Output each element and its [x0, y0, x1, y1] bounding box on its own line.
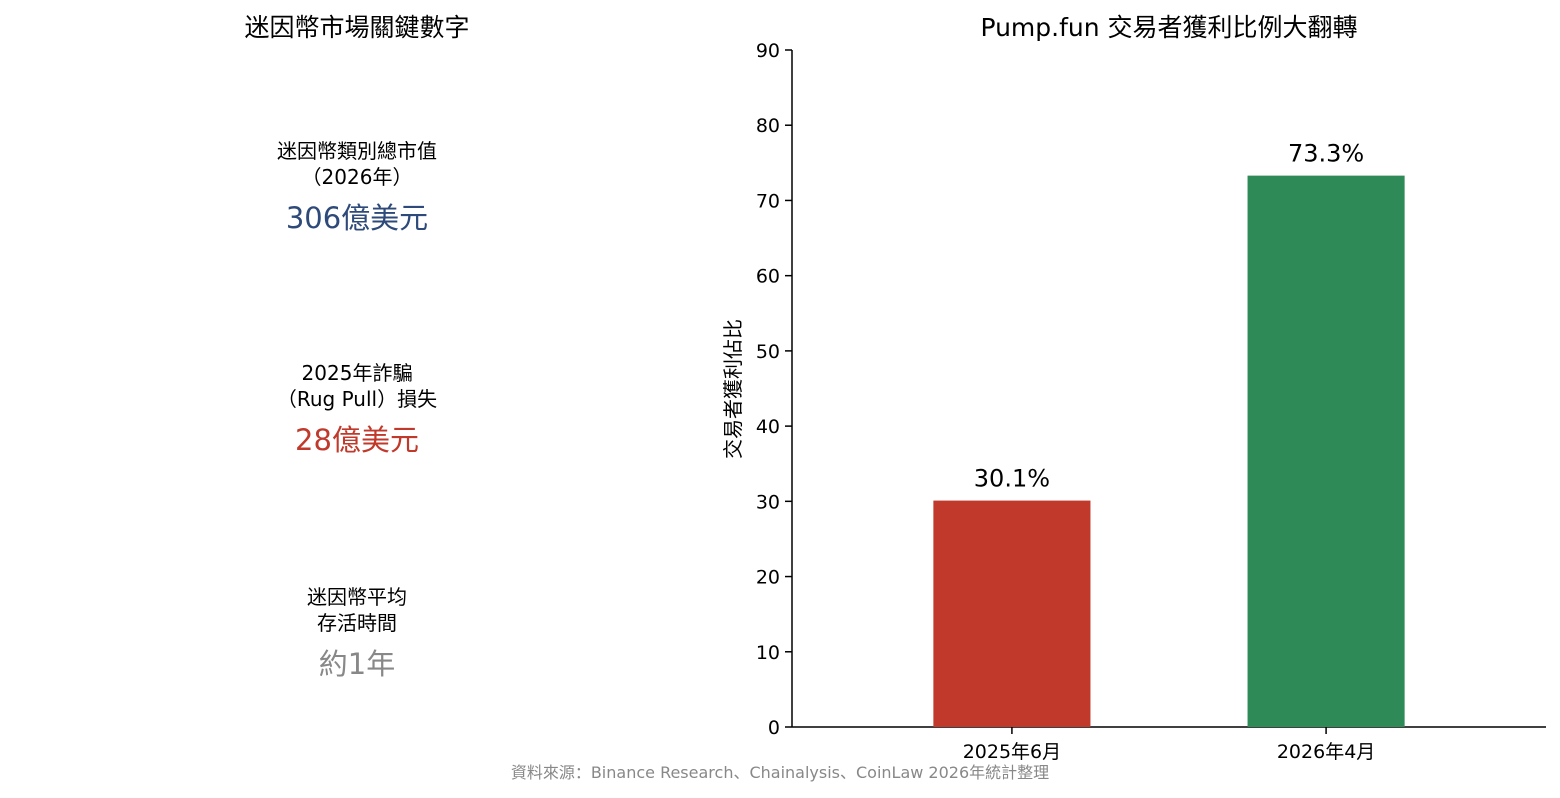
y-tick-label: 70 — [756, 190, 780, 212]
x-tick-label-2: 2026年4月 — [1277, 741, 1375, 763]
key-metrics-title: 迷因幣市場關鍵數字 — [244, 13, 470, 42]
metric-lifespan-value: 約1年 — [318, 647, 396, 681]
metric-market-cap: 迷因幣類別總市值 （2026年） 306億美元 — [0, 138, 714, 238]
metric-lifespan-label-line-1: 迷因幣平均 — [307, 585, 407, 609]
bar-1 — [933, 500, 1091, 727]
y-tick-label: 50 — [756, 341, 780, 363]
metric-average-lifespan: 迷因幣平均 存活時間 約1年 — [0, 584, 714, 684]
metric-rug-pull-value: 28億美元 — [295, 423, 419, 457]
metric-market-cap-label-line-2: （2026年） — [301, 165, 413, 189]
bars: 30.1% 73.3% — [933, 140, 1405, 728]
bar-2 — [1247, 175, 1405, 728]
key-metrics-panel: 迷因幣市場關鍵數字 迷因幣類別總市值 （2026年） 306億美元 2025年詐… — [0, 0, 714, 798]
y-tick-label: 80 — [756, 115, 780, 137]
y-axis-ticks: 0 10 20 30 40 50 60 70 80 90 — [756, 40, 792, 739]
y-axis-label: 交易者獲利佔比 — [721, 319, 745, 459]
y-tick-label: 30 — [756, 491, 780, 513]
chart-title: Pump.fun 交易者獲利比例大翻轉 — [980, 13, 1357, 42]
y-tick-label: 10 — [756, 642, 780, 664]
y-tick-label: 40 — [756, 416, 780, 438]
bar-1-value-label: 30.1% — [974, 465, 1050, 493]
bar-2-value-label: 73.3% — [1288, 140, 1364, 168]
x-tick-label-1: 2025年6月 — [963, 741, 1061, 763]
metric-rug-pull-label-line-1: 2025年詐騙 — [301, 361, 413, 385]
y-tick-label: 20 — [756, 567, 780, 589]
x-axis-ticks: 2025年6月 2026年4月 — [963, 727, 1375, 763]
metric-market-cap-label-line-1: 迷因幣類別總市值 — [277, 139, 437, 163]
y-tick-label: 90 — [756, 40, 780, 62]
metric-market-cap-value: 306億美元 — [285, 201, 429, 235]
metric-rug-pull-losses: 2025年詐騙 （Rug Pull）損失 28億美元 — [0, 360, 714, 460]
metric-rug-pull-label-line-2: （Rug Pull）損失 — [276, 387, 438, 411]
source-note: 資料來源：Binance Research、Chainalysis、CoinLa… — [510, 763, 1050, 782]
y-tick-label: 60 — [756, 266, 780, 288]
metric-lifespan-label-line-2: 存活時間 — [317, 611, 397, 635]
y-tick-label: 0 — [768, 717, 780, 739]
